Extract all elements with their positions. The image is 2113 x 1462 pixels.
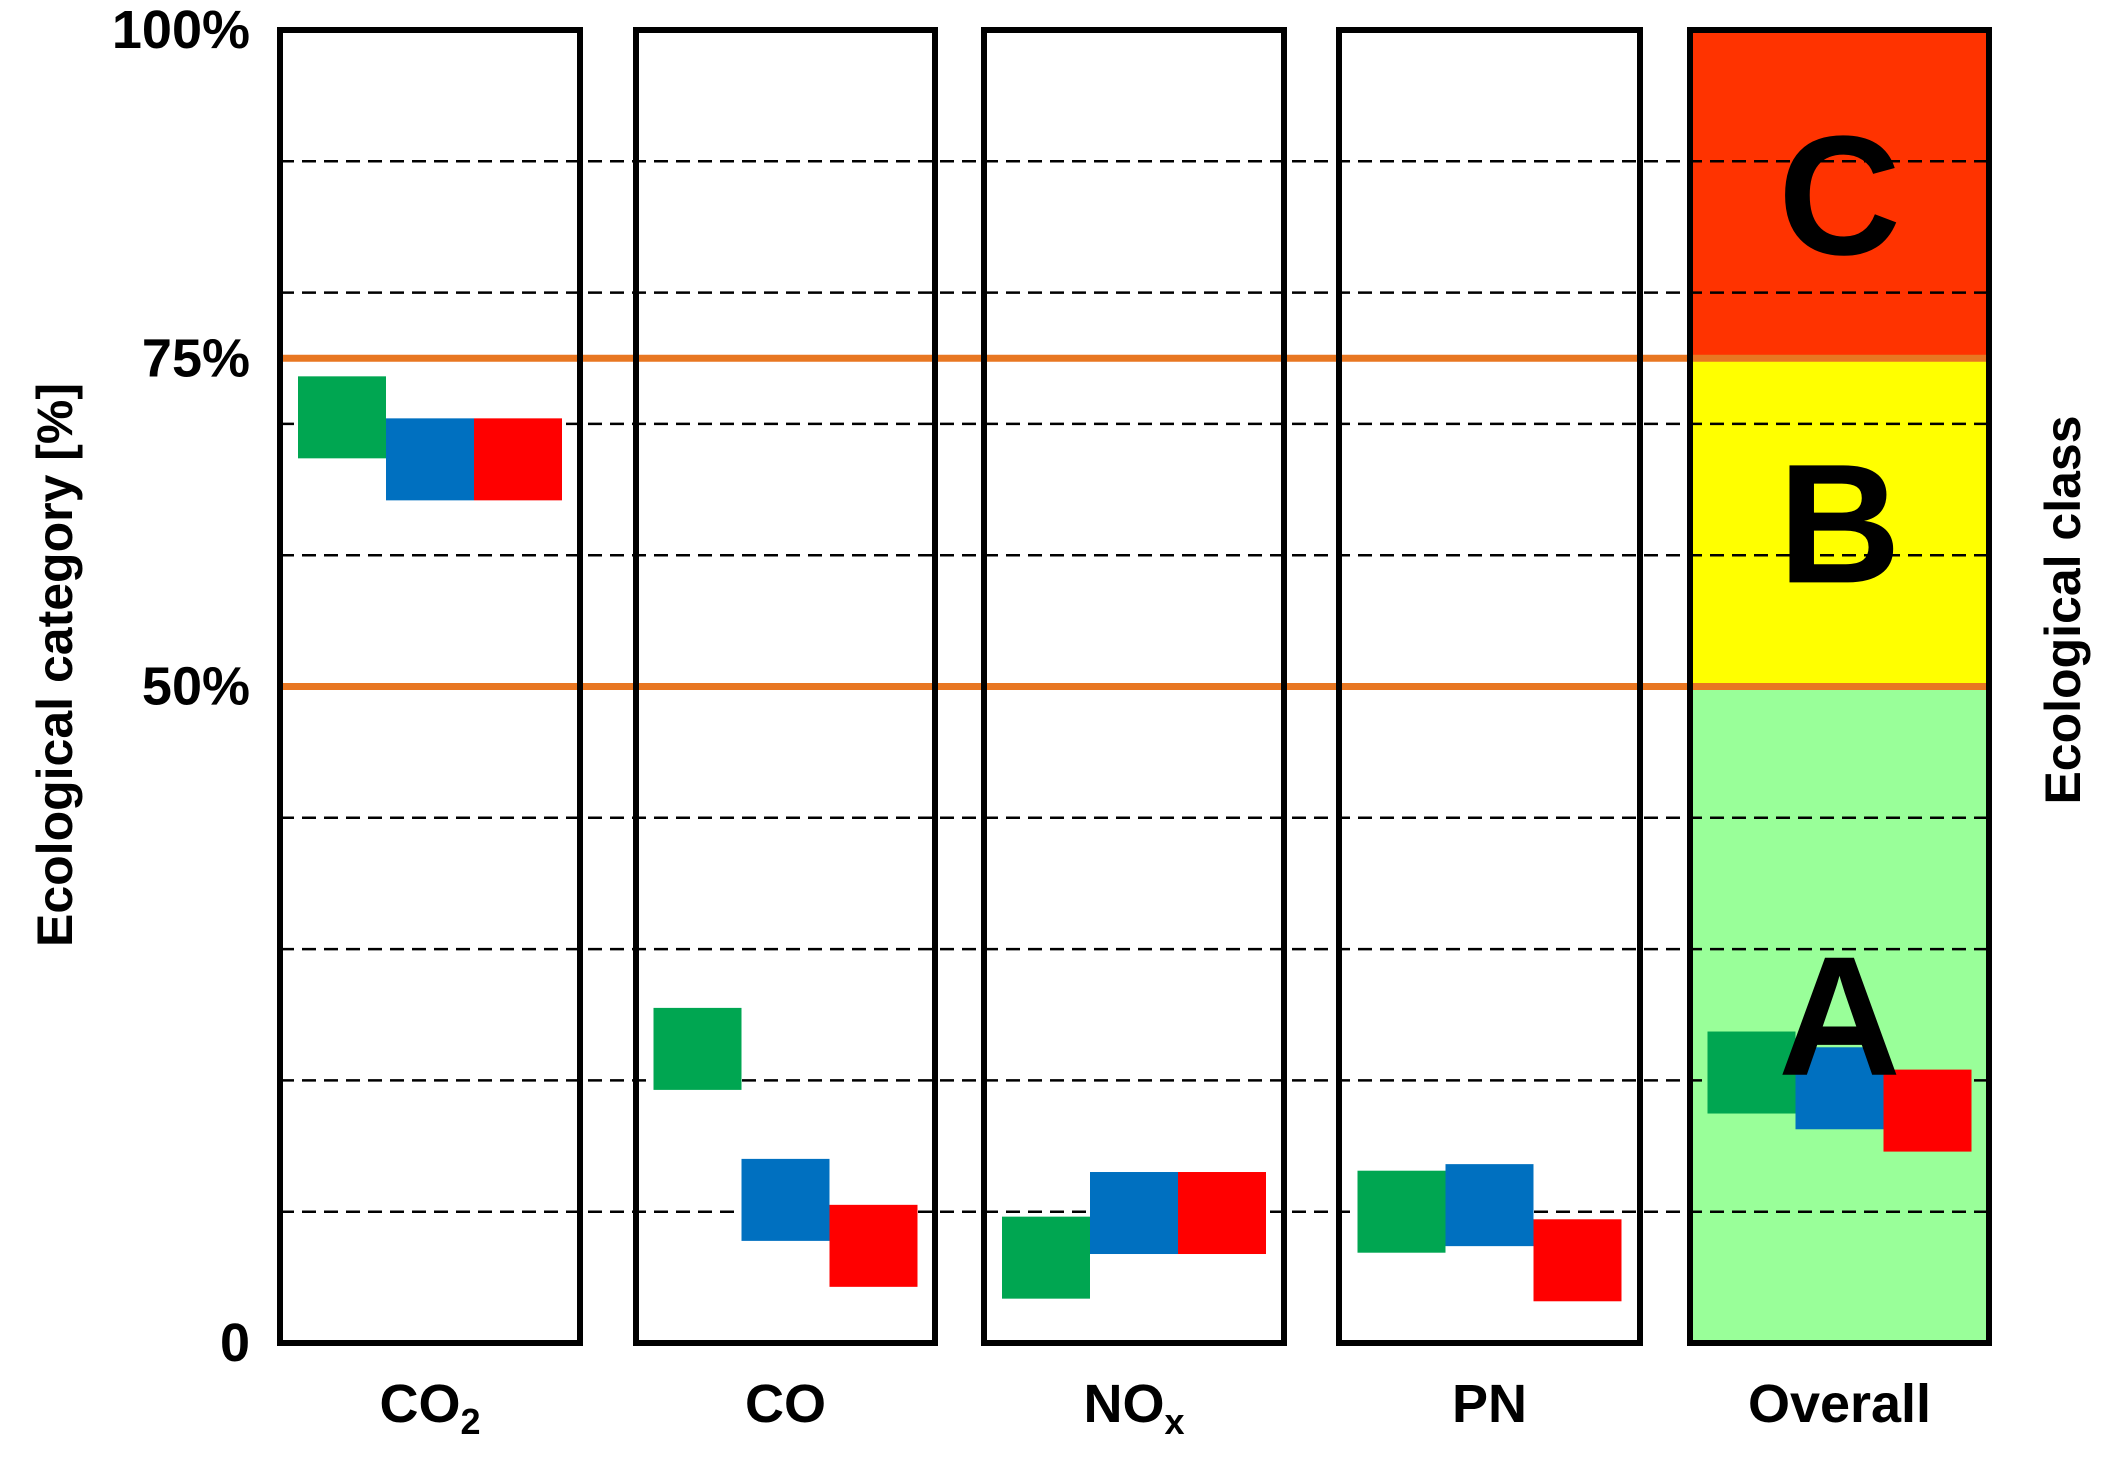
marker-cat3-series2 xyxy=(1090,1172,1178,1255)
marker-cat5-series1 xyxy=(1707,1031,1796,1114)
marker-cat1-series1 xyxy=(298,376,386,459)
y-tick-label: 100% xyxy=(112,0,250,60)
x-tick-label: CO2 xyxy=(379,1374,480,1442)
marker-cat4-series3 xyxy=(1533,1219,1622,1302)
class-band-c xyxy=(1690,30,1989,359)
marker-cat1-series2 xyxy=(386,418,474,501)
marker-cat2-series1 xyxy=(653,1007,742,1090)
y-tick-label: 50% xyxy=(142,657,250,717)
panel-frame-2 xyxy=(633,27,938,1346)
marker-cat4-series1 xyxy=(1357,1170,1446,1253)
class-bands xyxy=(1690,30,1989,1343)
marker-cat2-series3 xyxy=(829,1204,918,1287)
panel-frame-5 xyxy=(1687,27,1992,1346)
class-label-b: B xyxy=(1778,429,1901,619)
threshold-lines xyxy=(280,354,1989,690)
panel-frame-1 xyxy=(277,27,583,1346)
class-band-a xyxy=(1690,686,1989,1343)
x-tick-label: NOx xyxy=(1083,1374,1184,1442)
x-axis-labels: CO2 CO NOx PN Overall xyxy=(379,1374,1931,1442)
marker-cat5-series2 xyxy=(1795,1047,1884,1130)
panel-frame-4 xyxy=(1336,27,1643,1346)
marker-cat4-series2 xyxy=(1445,1164,1534,1247)
marker-cat5-series3 xyxy=(1883,1069,1972,1152)
class-label-a: A xyxy=(1778,922,1901,1112)
x-tick-label: PN xyxy=(1452,1374,1527,1434)
marker-cat3-series1 xyxy=(1002,1216,1090,1299)
x-tick-label: CO xyxy=(745,1374,826,1434)
class-labels: A BC xyxy=(1778,101,1901,1112)
y-axis-label: Ecological category [%] xyxy=(27,383,83,947)
y-axis-ticks: 0 50% 75% 100% xyxy=(112,0,250,1373)
x-tick-label: Overall xyxy=(1748,1374,1931,1434)
panel-frame-3 xyxy=(981,27,1287,1346)
marker-cat1-series3 xyxy=(474,418,562,501)
class-label-c: C xyxy=(1778,101,1901,291)
y-tick-label: 75% xyxy=(142,328,250,388)
data-markers xyxy=(298,376,1972,1302)
class-band-b xyxy=(1690,358,1989,687)
y-tick-label: 0 xyxy=(220,1313,250,1373)
marker-cat2-series2 xyxy=(741,1158,830,1241)
secondary-y-axis-label: Ecological class xyxy=(2035,415,2091,804)
category-panels xyxy=(277,27,1992,1346)
marker-cat3-series3 xyxy=(1178,1172,1266,1255)
